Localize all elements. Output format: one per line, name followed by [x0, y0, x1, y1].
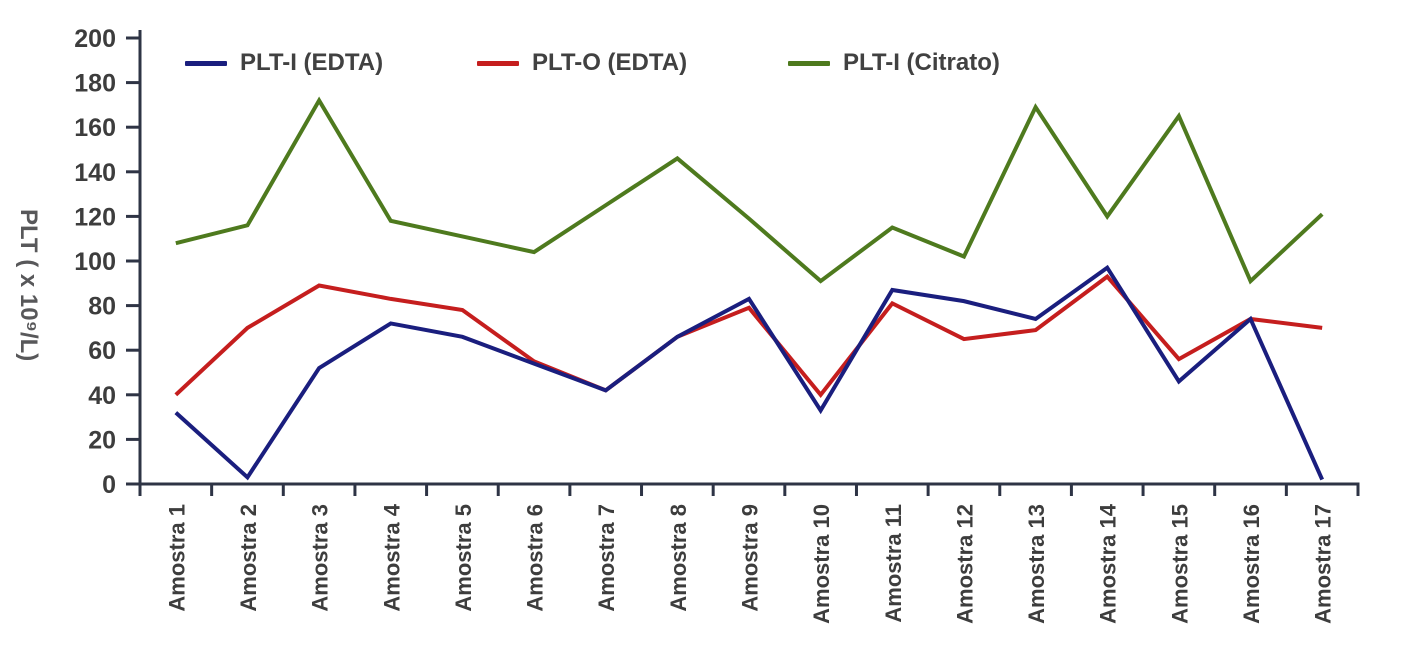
- x-category-label: Amostra 17: [1311, 504, 1336, 624]
- y-tick-label: 200: [74, 25, 116, 53]
- x-category-label: Amostra 13: [1024, 504, 1049, 624]
- y-axis-title: PLT ( x 10⁹/L): [15, 208, 42, 362]
- legend-swatch-navy: [185, 60, 227, 66]
- legend-label: PLT-I (Citrato): [843, 49, 1000, 76]
- legend: PLT-I (EDTA) PLT-O (EDTA) PLT-I (Citrato…: [0, 50, 1416, 78]
- y-tick-label: 180: [74, 70, 116, 98]
- y-tick-label: 60: [88, 337, 116, 365]
- series-line-0: [174, 264, 1325, 481]
- x-category-label: Amostra 15: [1167, 504, 1192, 624]
- x-category-label: Amostra 16: [1239, 504, 1264, 624]
- x-category-label: Amostra 8: [666, 504, 691, 612]
- x-category-label: Amostra 11: [881, 504, 906, 623]
- y-tick-label: 140: [74, 159, 116, 187]
- x-category-label: Amostra 12: [952, 504, 977, 624]
- legend-swatch-green: [788, 60, 830, 66]
- x-category-label: Amostra 5: [451, 504, 476, 612]
- legend-label: PLT-I (EDTA): [240, 49, 384, 76]
- x-category-label: Amostra 2: [236, 504, 261, 612]
- x-category-label: Amostra 6: [523, 504, 548, 612]
- y-tick-label: 20: [88, 426, 116, 454]
- legend-swatch-red: [477, 60, 519, 66]
- x-category-label: Amostra 3: [308, 504, 333, 612]
- y-tick-label: 0: [102, 471, 116, 499]
- legend-item-plt-i-citrato: PLT-I (Citrato): [788, 50, 1000, 76]
- legend-label: PLT-O (EDTA): [532, 49, 688, 76]
- x-category-label: Amostra 4: [379, 503, 404, 611]
- series-line-2: [175, 96, 1324, 285]
- x-category-label: Amostra 7: [594, 504, 619, 612]
- x-category-label: Amostra 1: [164, 504, 189, 612]
- y-tick-label: 160: [74, 114, 116, 142]
- legend-item-plt-o-edta: PLT-O (EDTA): [477, 50, 687, 76]
- y-tick-label: 120: [74, 203, 116, 231]
- legend-item-plt-i-edta: PLT-I (EDTA): [185, 50, 383, 76]
- x-category-label: Amostra 10: [809, 504, 834, 624]
- y-tick-label: 100: [74, 248, 116, 276]
- y-tick-label: 80: [88, 293, 116, 321]
- y-axis-title-wrap: PLT ( x 10⁹/L): [14, 60, 42, 510]
- x-category-label: Amostra 14: [1096, 503, 1121, 624]
- y-tick-label: 40: [88, 382, 116, 410]
- x-category-label: Amostra 9: [738, 504, 763, 612]
